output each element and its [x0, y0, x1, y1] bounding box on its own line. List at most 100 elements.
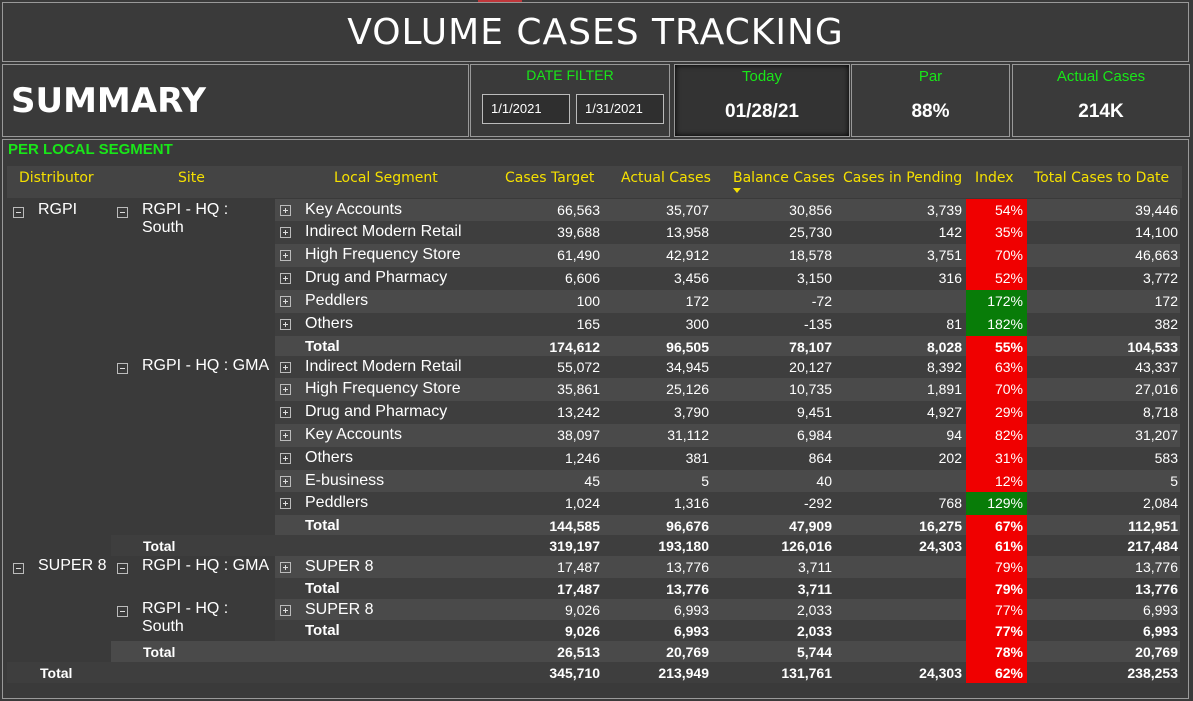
- index-cell: 62%: [966, 662, 1027, 683]
- collapse-icon[interactable]: [117, 363, 128, 374]
- header-distributor[interactable]: Distributor: [19, 170, 94, 186]
- segment-cell: Peddlers: [305, 494, 369, 511]
- total-row: Total 17,487 13,776 3,711 79% 13,776: [275, 578, 1180, 599]
- cases-pending-cell: 94: [946, 427, 962, 443]
- matrix-frame: [2, 139, 1189, 699]
- expand-icon[interactable]: [280, 205, 291, 216]
- table-row: High Frequency Store 35,861 25,126 10,735 1,…: [275, 378, 1180, 401]
- expand-icon[interactable]: [280, 273, 291, 284]
- balance-cases-cell: 3,711: [797, 581, 832, 597]
- cases-pending-cell: 142: [938, 224, 962, 240]
- header-site[interactable]: Site: [178, 170, 205, 186]
- cases-target-cell: 6,606: [564, 270, 600, 286]
- segment-cell: Total: [305, 517, 340, 534]
- cases-target-cell: 165: [576, 316, 600, 332]
- index-cell: 79%: [966, 578, 1027, 599]
- header-index[interactable]: Index: [975, 170, 1014, 186]
- index-cell: 182%: [966, 313, 1027, 336]
- expand-icon[interactable]: [280, 319, 291, 330]
- total-to-date-cell: 3,772: [1142, 270, 1178, 286]
- total-row: Total 26,513 20,769 5,744 78% 20,769: [111, 641, 1180, 662]
- segment-cell: Indirect Modern Retail: [305, 358, 462, 375]
- balance-cases-cell: -292: [803, 495, 832, 511]
- header-local-segment[interactable]: Local Segment: [334, 170, 438, 186]
- actual-cases-cell: 6,993: [673, 623, 709, 639]
- cases-target-cell: 319,197: [549, 538, 600, 554]
- collapse-icon[interactable]: [117, 606, 128, 617]
- actual-cases-cell: 3,790: [673, 404, 709, 420]
- balance-cases-cell: 2,033: [796, 623, 832, 639]
- total-to-date-cell: 39,446: [1135, 202, 1178, 218]
- cases-target-cell: 35,861: [557, 381, 600, 397]
- collapse-icon[interactable]: [117, 563, 128, 574]
- actual-cases-cell: 172: [685, 293, 709, 309]
- balance-cases-cell: 10,735: [789, 381, 832, 397]
- header-cases-target[interactable]: Cases Target: [505, 170, 595, 186]
- cases-target-cell: 345,710: [549, 665, 600, 681]
- segment-cell: Key Accounts: [305, 201, 402, 218]
- expand-icon[interactable]: [280, 476, 291, 487]
- table-row: SUPER 8 17,487 13,776 3,711 79% 13,776: [275, 556, 1180, 578]
- actual-cases-cell: 20,769: [666, 644, 709, 660]
- index-cell: 78%: [966, 641, 1027, 662]
- cases-pending-cell: 8,392: [926, 359, 962, 375]
- cases-target-cell: 144,585: [549, 518, 600, 534]
- expand-icon[interactable]: [280, 407, 291, 418]
- page-title: VOLUME CASES TRACKING: [347, 11, 844, 53]
- kpi-today-card: Today 01/28/21: [674, 64, 850, 137]
- cases-target-cell: 26,513: [557, 644, 600, 660]
- segment-cell: Total: [305, 338, 340, 355]
- sort-desc-icon[interactable]: [733, 188, 741, 193]
- actual-cases-cell: 13,958: [666, 224, 709, 240]
- expand-icon[interactable]: [280, 453, 291, 464]
- total-to-date-cell: 46,663: [1135, 247, 1178, 263]
- header-actual-cases[interactable]: Actual Cases: [621, 170, 711, 186]
- expand-icon[interactable]: [280, 430, 291, 441]
- collapse-icon[interactable]: [117, 207, 128, 218]
- cases-pending-cell: 316: [938, 270, 962, 286]
- start-date-input[interactable]: 1/1/2021: [482, 94, 570, 124]
- kpi-today-value: 01/28/21: [725, 101, 799, 122]
- total-row: Total 345,710 213,949 131,761 24,303 62% 238,2…: [7, 662, 1180, 683]
- total-to-date-cell: 27,016: [1135, 381, 1178, 397]
- expand-icon[interactable]: [280, 296, 291, 307]
- total-to-date-cell: 13,776: [1135, 581, 1178, 597]
- actual-cases-cell: 31,112: [667, 427, 709, 443]
- balance-cases-cell: 78,107: [789, 339, 832, 355]
- total-to-date-cell: 2,084: [1142, 495, 1178, 511]
- collapse-icon[interactable]: [13, 207, 24, 218]
- expand-icon[interactable]: [280, 250, 291, 261]
- end-date-input[interactable]: 1/31/2021: [576, 94, 664, 124]
- table-row: Indirect Modern Retail 55,072 34,945 20,127…: [275, 356, 1180, 378]
- index-cell: 61%: [966, 535, 1027, 556]
- balance-cases-cell: -135: [803, 316, 832, 332]
- header-cases-in-pending[interactable]: Cases in Pending: [843, 170, 963, 186]
- index-cell: 77%: [966, 599, 1027, 620]
- expand-icon[interactable]: [280, 362, 291, 373]
- segment-label: PER LOCAL SEGMENT: [8, 141, 173, 158]
- date-filter-panel: DATE FILTER 1/1/2021 1/31/2021: [470, 64, 670, 137]
- header-balance-cases[interactable]: Balance Cases: [733, 170, 835, 186]
- expand-icon[interactable]: [280, 562, 291, 573]
- table-row: Peddlers 1,024 1,316 -292 768 129% 2,084: [275, 492, 1180, 515]
- collapse-icon[interactable]: [13, 563, 24, 574]
- header-total-cases-to-date[interactable]: Total Cases to Date: [1034, 170, 1170, 186]
- total-to-date-cell: 382: [1154, 316, 1178, 332]
- actual-cases-cell: 42,912: [666, 247, 709, 263]
- segment-cell: SUPER 8: [305, 601, 374, 618]
- balance-cases-cell: 2,033: [796, 602, 832, 618]
- expand-icon[interactable]: [280, 605, 291, 616]
- balance-cases-cell: 18,578: [789, 247, 832, 263]
- table-row: Indirect Modern Retail 39,688 13,958 25,730…: [275, 221, 1180, 244]
- cases-pending-cell: 8,028: [926, 339, 962, 355]
- index-cell: 52%: [966, 267, 1027, 290]
- actual-cases-cell: 5: [701, 473, 709, 489]
- total-to-date-cell: 8,718: [1142, 404, 1178, 420]
- segment-cell: High Frequency Store: [305, 246, 461, 263]
- summary-label: SUMMARY: [11, 80, 207, 121]
- expand-icon[interactable]: [280, 498, 291, 509]
- expand-icon[interactable]: [280, 384, 291, 395]
- expand-icon[interactable]: [280, 227, 291, 238]
- balance-cases-cell: 864: [808, 450, 832, 466]
- table-row: Drug and Pharmacy 6,606 3,456 3,150 316 52% 3,…: [275, 267, 1180, 290]
